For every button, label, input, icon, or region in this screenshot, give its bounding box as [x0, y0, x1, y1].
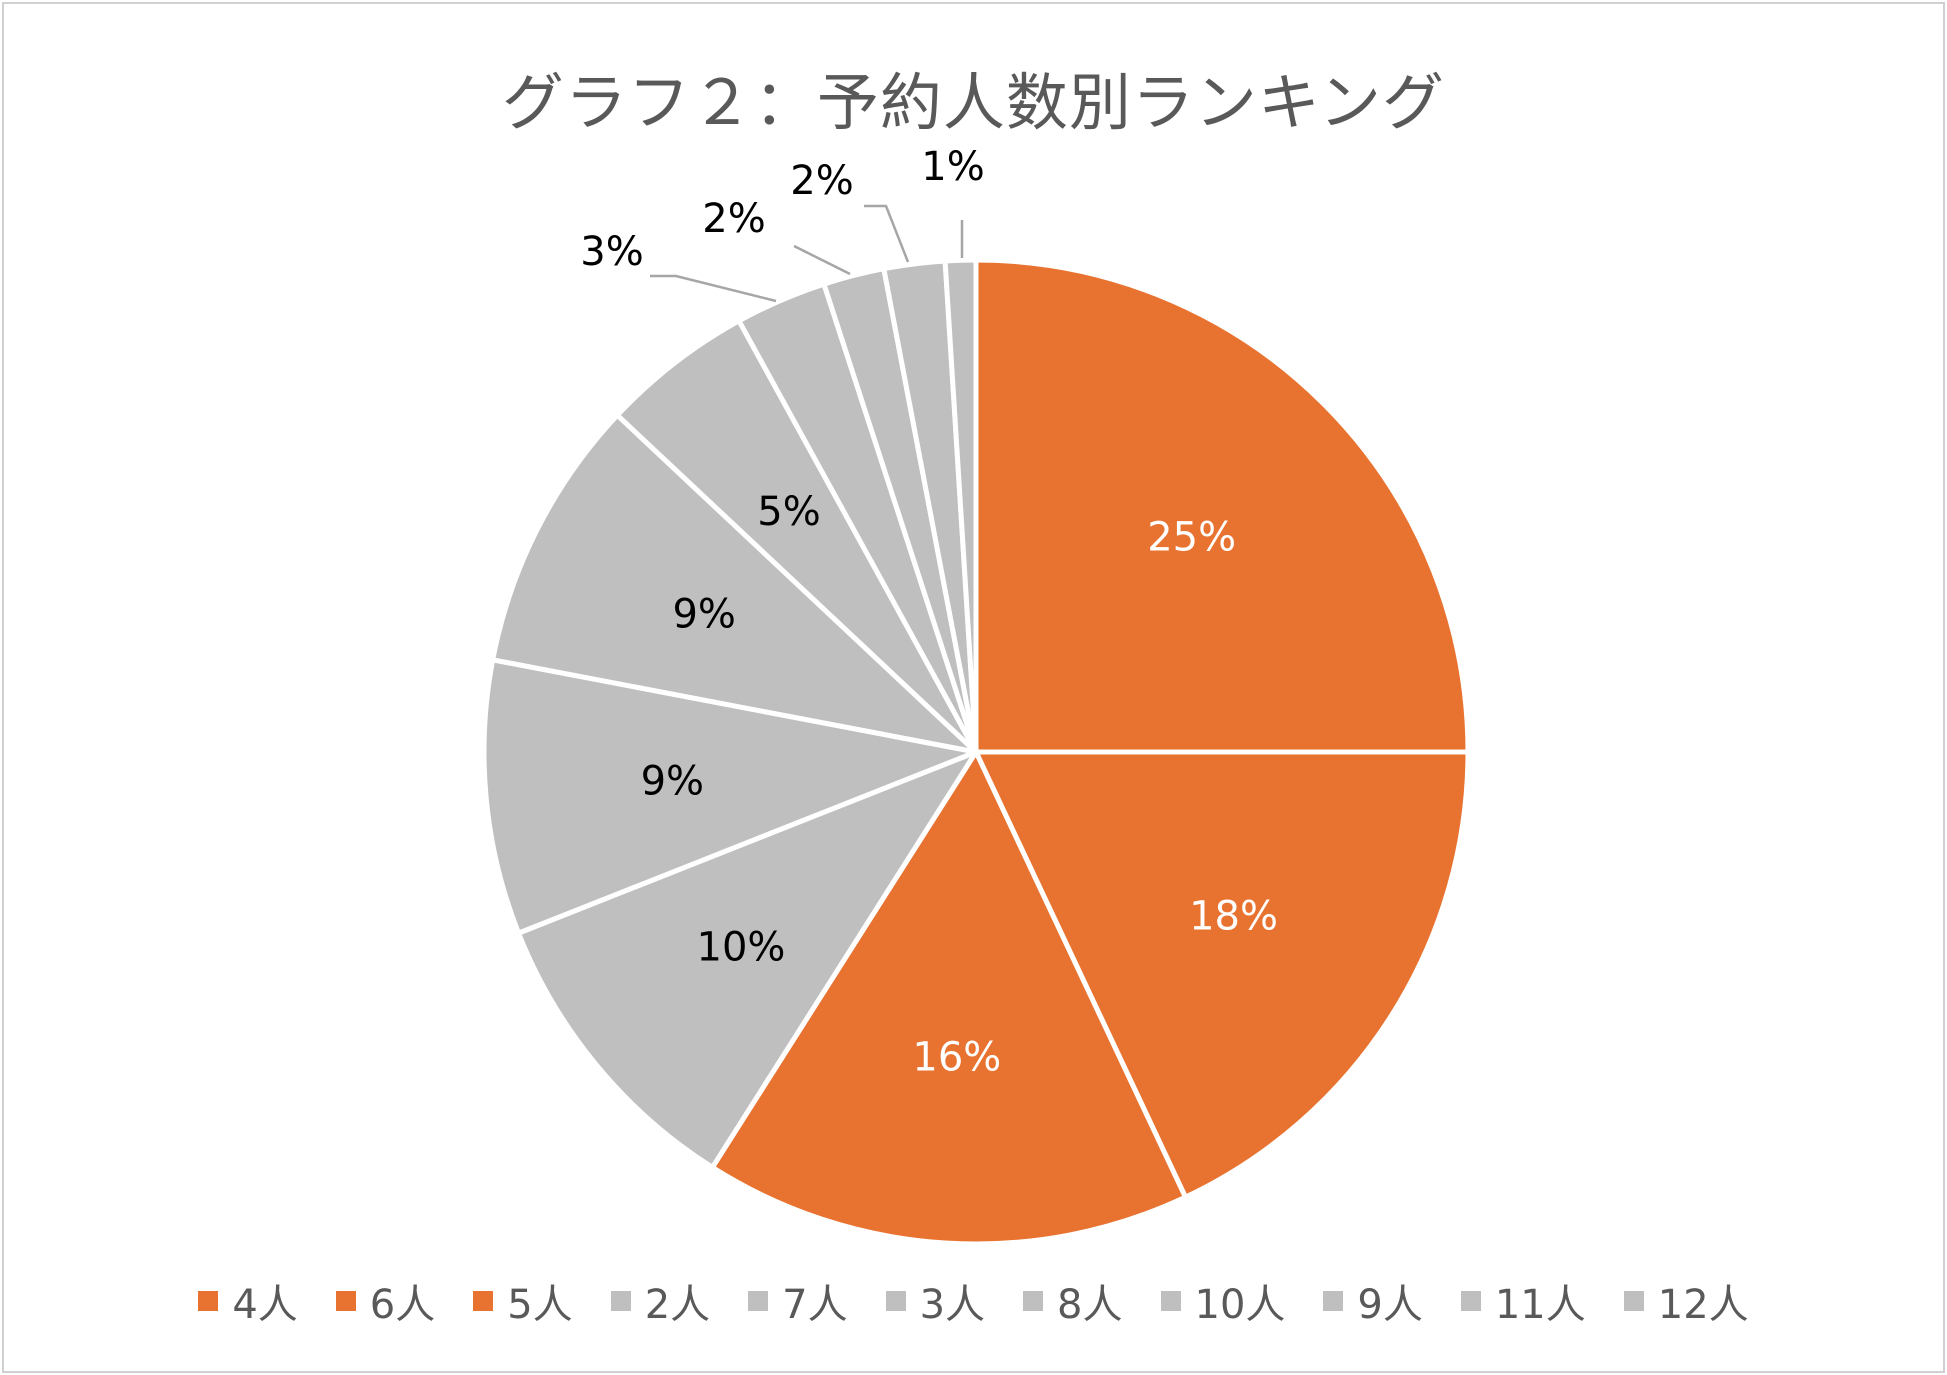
pie-slice-7人: [481, 657, 979, 936]
legend-swatch: [1023, 1291, 1044, 1311]
data-label-2人: 10%: [697, 924, 786, 970]
data-label-12人: 1%: [921, 144, 984, 190]
data-label-7人: 9%: [641, 759, 704, 805]
pie-slice-4人: [973, 257, 1471, 755]
legend-swatch: [885, 1291, 906, 1311]
pie-slice-2人: [516, 749, 979, 1170]
legend-item: 5人: [473, 1272, 573, 1330]
data-label-9人: 2%: [702, 196, 765, 242]
pie-slice-3人: [490, 412, 979, 755]
legend-swatch: [1623, 1291, 1644, 1311]
data-label-8人: 5%: [757, 489, 820, 535]
legend-label: 7人: [782, 1282, 848, 1328]
legend-item: 12人: [1623, 1272, 1749, 1330]
legend-item: 9人: [1323, 1272, 1423, 1330]
legend-label: 2人: [644, 1282, 711, 1328]
legend-swatch: [748, 1291, 769, 1311]
legend-item: 2人: [610, 1272, 711, 1330]
legend-label: 4人: [232, 1282, 298, 1328]
legend-item: 10人: [1160, 1272, 1286, 1330]
data-label-3人: 9%: [672, 592, 735, 638]
legend-item: 11人: [1460, 1272, 1586, 1330]
legend-label: 5人: [507, 1282, 573, 1328]
legend-label: 10人: [1194, 1282, 1286, 1328]
data-label-4人: 25%: [1147, 514, 1236, 560]
data-label-5人: 16%: [912, 1034, 1001, 1080]
legend-swatch: [198, 1291, 219, 1311]
legend-swatch: [610, 1291, 631, 1311]
data-label-11人: 2%: [790, 158, 853, 204]
legend: 4人 6人 5人 2人 7人 3人 8人 10人 9人 11人 12人: [0, 1272, 1947, 1330]
data-label-6人: 18%: [1189, 893, 1278, 939]
legend-swatch: [1323, 1291, 1344, 1311]
data-label-10人: 3%: [580, 229, 643, 275]
legend-item: 7人: [748, 1272, 848, 1330]
leader-line-9人: [793, 244, 851, 276]
legend-label: 11人: [1494, 1282, 1586, 1328]
legend-swatch: [473, 1291, 494, 1311]
legend-item: 6人: [335, 1272, 436, 1330]
legend-label: 6人: [369, 1282, 436, 1328]
legend-item: 4人: [198, 1272, 298, 1330]
pie-slice-12人: [942, 257, 979, 755]
legend-swatch: [1460, 1291, 1481, 1311]
pie-slice-8人: [614, 318, 979, 755]
legend-item: 8人: [1023, 1272, 1123, 1330]
legend-item: 3人: [885, 1272, 986, 1330]
legend-label: 3人: [919, 1282, 986, 1328]
legend-swatch: [335, 1291, 356, 1311]
chart-title: グラフ２：予約人数別ランキング: [501, 66, 1446, 139]
legend-label: 12人: [1657, 1282, 1749, 1328]
pie-slice-5人: [709, 749, 1188, 1247]
legend-label: 8人: [1057, 1282, 1123, 1328]
leader-line-10人: [650, 274, 777, 303]
legend-label: 9人: [1357, 1282, 1423, 1328]
legend-swatch: [1160, 1291, 1181, 1311]
pie-slice-6人: [973, 749, 1471, 1200]
leader-line-11人: [864, 204, 910, 263]
